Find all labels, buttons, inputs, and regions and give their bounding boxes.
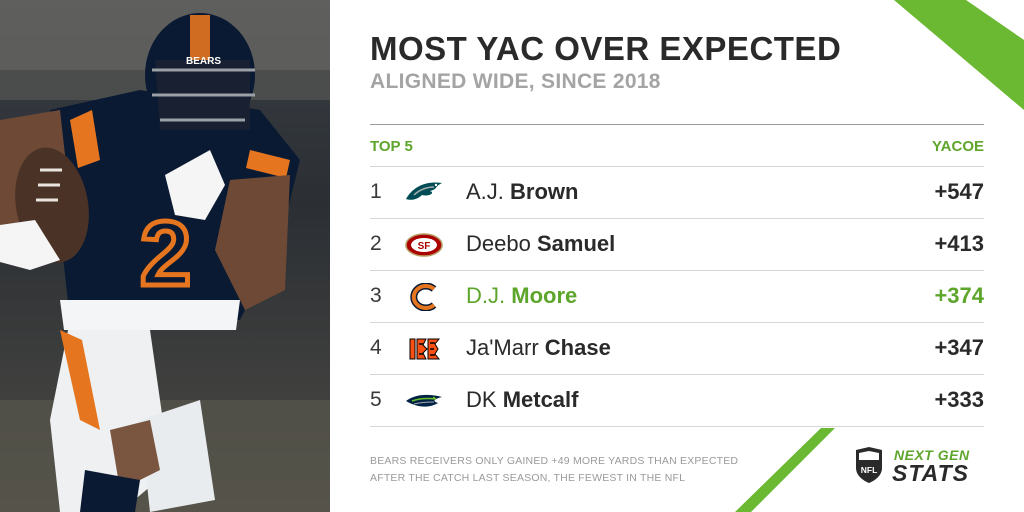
brand-next-gen: NEXT GEN — [894, 447, 970, 463]
rank-number: 5 — [370, 388, 382, 411]
player-photo: 2 BEARS — [0, 0, 330, 512]
player-name: Ja'Marr Chase — [466, 335, 611, 361]
table-row: 2 SF Deebo Samuel +413 — [370, 219, 984, 271]
yacoe-value: +333 — [934, 387, 984, 412]
row-divider — [370, 322, 984, 323]
jersey-number: 2 — [140, 203, 191, 305]
next-gen-stats-brand: NFL NEXT GEN STATS — [854, 446, 984, 486]
yacoe-value: +547 — [934, 179, 984, 204]
player-name: DK Metcalf — [466, 387, 578, 413]
svg-text:SF: SF — [418, 241, 431, 252]
player-last-name: Moore — [511, 283, 578, 308]
footnote-line: BEARS RECEIVERS ONLY GAINED +49 MORE YAR… — [370, 455, 739, 467]
rank-number: 2 — [370, 232, 382, 255]
table-row: 5 DK Metcalf +333 — [370, 375, 984, 427]
green-corner-accent — [894, 0, 1024, 110]
player-first-name: A.J. — [466, 179, 504, 204]
player-first-name: DK — [466, 387, 497, 412]
footnote: BEARS RECEIVERS ONLY GAINED +49 MORE YAR… — [370, 453, 738, 487]
bears-logo-icon — [410, 283, 437, 311]
footnote-line: AFTER THE CATCH LAST SEASON, THE FEWEST … — [370, 472, 686, 484]
table-row: 4 Ja'Marr Chase +347 — [370, 323, 984, 375]
player-last-name: Metcalf — [502, 387, 579, 412]
helmet-text: BEARS — [186, 56, 221, 67]
rank-number: 3 — [370, 284, 382, 307]
player-illustration: 2 BEARS — [0, 0, 330, 512]
yacoe-value: +374 — [934, 283, 984, 308]
player-first-name: D.J. — [466, 283, 506, 308]
rank-number: 4 — [370, 336, 382, 359]
table-row: 1 A.J. Brown +547 — [370, 167, 984, 219]
nfl-shield-icon: NFL — [856, 447, 882, 483]
yacoe-value: +413 — [934, 231, 984, 256]
header-rule — [370, 124, 984, 125]
eagles-logo-icon — [406, 182, 442, 200]
yacoe-value: +347 — [934, 335, 984, 360]
player-name: A.J. Brown — [466, 179, 578, 205]
row-divider — [370, 270, 984, 271]
row-divider — [370, 218, 984, 219]
player-last-name: Chase — [544, 335, 611, 360]
player-first-name: Deebo — [466, 231, 531, 256]
seahawks-logo-icon — [406, 394, 442, 407]
header-metric-label: YACOE — [932, 138, 984, 155]
chart-title: MOST YAC OVER EXPECTED — [370, 30, 842, 67]
header-top-label: TOP 5 — [370, 138, 413, 155]
49ers-logo-icon: SF — [405, 233, 443, 257]
player-last-name: Brown — [510, 179, 579, 204]
player-name: Deebo Samuel — [466, 231, 615, 257]
bengals-logo-icon — [409, 338, 441, 360]
chart-subtitle: ALIGNED WIDE, SINCE 2018 — [370, 70, 661, 93]
player-last-name: Samuel — [536, 231, 616, 256]
player-first-name: Ja'Marr — [466, 335, 539, 360]
row-divider — [370, 166, 984, 167]
nfl-shield-text: NFL — [861, 465, 878, 475]
player-name: D.J. Moore — [466, 283, 577, 309]
green-slash-accent — [735, 428, 835, 512]
row-divider — [370, 374, 984, 375]
rank-number: 1 — [370, 180, 382, 203]
row-divider — [370, 426, 984, 427]
table-row: 3 D.J. Moore +374 — [370, 271, 984, 323]
brand-stats: STATS — [892, 460, 969, 486]
